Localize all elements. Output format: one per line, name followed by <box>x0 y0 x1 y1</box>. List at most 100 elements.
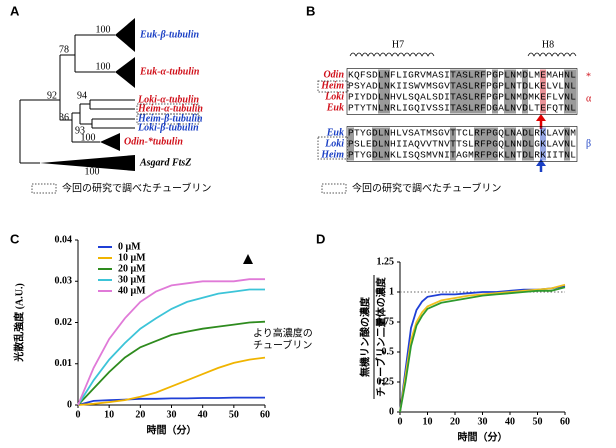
leaf-label: Heim-α-tubulin <box>137 103 203 114</box>
x-tick-label: 50 <box>229 409 239 420</box>
x-tick-label: 30 <box>478 416 488 427</box>
support-value: 92 <box>47 90 57 101</box>
y-tick-label: 0.03 <box>55 276 73 287</box>
conserved-column <box>492 69 498 114</box>
conserved-column <box>474 69 480 114</box>
conserved-column <box>528 127 534 161</box>
legend-text: 今回の研究で調べたチューブリン <box>352 181 501 194</box>
support-value: 93 <box>75 125 85 136</box>
conserved-column <box>504 127 510 161</box>
conserved-column <box>384 69 390 114</box>
y-axis-label: 無機リン酸の濃度 <box>358 296 371 377</box>
series-line <box>77 396 265 406</box>
studied-box <box>317 136 349 160</box>
leaf-label: Loki-α-tubulin <box>137 94 200 105</box>
conserved-column <box>456 69 462 114</box>
x-tick-label: 50 <box>533 416 543 427</box>
annotation: β <box>586 138 591 149</box>
conserved-column <box>510 69 516 114</box>
x-axis-label: 時間（分） <box>458 430 508 443</box>
y-tick-label: 0.5 <box>382 346 395 357</box>
conserved-column <box>480 127 486 161</box>
legend-box <box>31 183 57 194</box>
legend-box <box>321 183 347 194</box>
highlight-column <box>540 69 546 114</box>
conserved-column <box>486 127 492 161</box>
y-tick-label: 0 <box>389 406 394 417</box>
conserved-column <box>462 69 468 114</box>
highlight-column <box>540 127 546 161</box>
x-tick-label: 60 <box>260 409 270 420</box>
conserved-column <box>348 127 354 161</box>
leaf-label: Euk-β-tubulin <box>139 29 199 40</box>
series-line <box>77 288 265 406</box>
conserved-column <box>372 127 378 161</box>
sequence: PTYGDLNKLISQSMVNITAGMRFPGKLNTDLRKIITNL <box>348 150 576 161</box>
x-tick-label: 20 <box>135 409 145 420</box>
species-name: Euk <box>326 127 344 138</box>
y-tick-label: 0.25 <box>377 376 395 387</box>
y-tick-label: 0.02 <box>55 317 73 328</box>
x-tick-label: 20 <box>450 416 460 427</box>
conserved-column <box>510 127 516 161</box>
conserved-column <box>522 127 528 161</box>
legend-label: 20 μM <box>118 263 146 274</box>
conserved-column <box>450 69 456 114</box>
y-axis-label: 光散乱強度 (A.U.) <box>12 283 25 363</box>
tree-branches <box>19 34 135 164</box>
sequence: PSYADLNKIISWVMSGVTASLRFPGPLNTDLKELVLNL <box>348 81 576 92</box>
axes <box>77 240 265 406</box>
x-tick-label: 30 <box>167 409 177 420</box>
species-name: Loki <box>324 138 344 149</box>
leaf-label: Euk-α-tubulin <box>139 66 200 77</box>
annotation: α <box>586 93 592 104</box>
x-tick-label: 60 <box>560 416 570 427</box>
alignment-frame <box>346 126 578 162</box>
clade-triangle <box>40 155 135 171</box>
species-name: Heim <box>320 80 344 91</box>
series-line <box>77 278 265 406</box>
clade-triangle <box>115 57 135 88</box>
species-name: Euk <box>326 102 344 113</box>
series-line <box>399 283 566 413</box>
sequence: PTYGDLNHLVSATMSGVTTCLRFPGQLNADLRKLAVNM <box>348 128 576 139</box>
helix-h8 <box>527 52 577 57</box>
series-line <box>399 285 566 413</box>
annotation: チューブリン <box>253 338 312 351</box>
y-tick-label: 0.01 <box>55 358 73 369</box>
conserved-column <box>504 69 510 114</box>
arrow-head <box>243 254 253 264</box>
species-name: Loki <box>324 91 344 102</box>
y-tick-label: 0.04 <box>55 234 73 245</box>
support-value: 78 <box>59 44 69 55</box>
conserved-column <box>474 127 480 161</box>
studied-box <box>136 113 200 125</box>
x-tick-label: 40 <box>198 409 208 420</box>
leaf-label: Loki-β-tubulin <box>137 122 199 133</box>
y-tick-label: 0.75 <box>377 316 395 327</box>
y-tick-label: 0 <box>67 399 72 410</box>
conserved-column <box>480 69 486 114</box>
arrow-head <box>536 159 546 166</box>
helix-h7 <box>349 52 435 57</box>
conserved-column <box>384 127 390 161</box>
panel-label: A <box>10 3 20 18</box>
y-axis-label: チューブリン二量体の濃度 <box>374 276 387 396</box>
support-value: 94 <box>77 90 87 101</box>
y-tick-label: 1 <box>389 286 394 297</box>
conserved-column <box>492 127 498 161</box>
legend-label: 30 μM <box>118 274 146 285</box>
panel-label: C <box>10 231 20 246</box>
support-value: 100 <box>96 24 111 35</box>
arrow-head <box>536 114 546 121</box>
studied-box <box>317 80 349 93</box>
support-value: 100 <box>85 166 100 177</box>
conserved-column <box>450 127 456 161</box>
leaf-label: Odin-*tubulin <box>124 136 183 147</box>
legend-label: 40 μM <box>118 285 146 296</box>
support-value: 100 <box>96 61 111 72</box>
panel-label: D <box>316 231 325 246</box>
x-tick-label: 10 <box>423 416 433 427</box>
sequence: PTYTNLNRLIGQIVSSITASLRFDGALNVDLTEFQTNL <box>348 103 576 114</box>
